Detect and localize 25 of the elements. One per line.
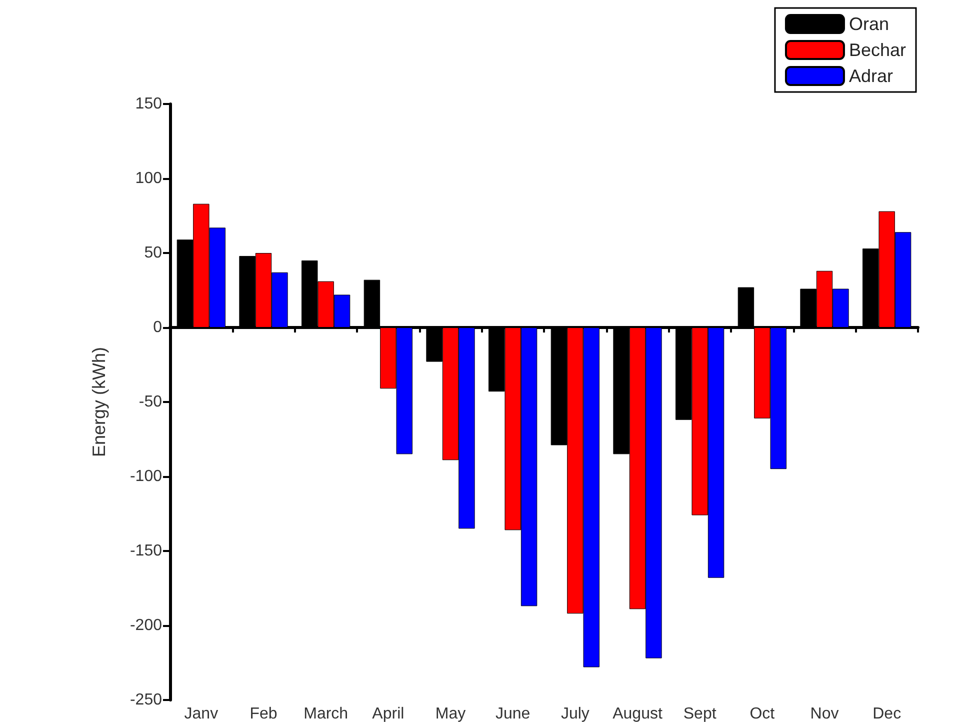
x-tick-label: Nov: [810, 706, 839, 722]
x-tick-label: March: [304, 706, 348, 722]
x-tick-label: April: [372, 706, 404, 722]
y-tick-label: -50: [138, 394, 162, 410]
x-tick-label: Dec: [872, 706, 902, 722]
y-tick-label: -150: [130, 542, 162, 560]
legend-label: Adrar: [848, 66, 893, 86]
y-tick-label: -100: [130, 468, 162, 485]
x-tick-label: May: [435, 706, 466, 722]
legend-label: Oran: [848, 14, 889, 34]
y-tick-label: -200: [130, 617, 162, 634]
y-tick-label: 150: [135, 96, 162, 112]
y-tick-label: -250: [130, 692, 162, 708]
y-tick-label: 100: [135, 170, 162, 187]
x-tick-label: Sept: [683, 706, 717, 722]
x-tick-label: Janv: [184, 706, 218, 722]
legend-label: Bechar: [848, 40, 906, 60]
x-tick-label: Feb: [250, 706, 278, 722]
x-tick-label: August: [612, 706, 663, 722]
y-tick-label: 0: [153, 319, 162, 336]
x-tick-label: June: [495, 706, 530, 722]
x-tick-label: Oct: [750, 706, 776, 722]
y-axis-title: Energy (kWh): [89, 346, 109, 458]
y-tick-label: 50: [144, 244, 162, 262]
x-tick-label: July: [560, 706, 590, 722]
